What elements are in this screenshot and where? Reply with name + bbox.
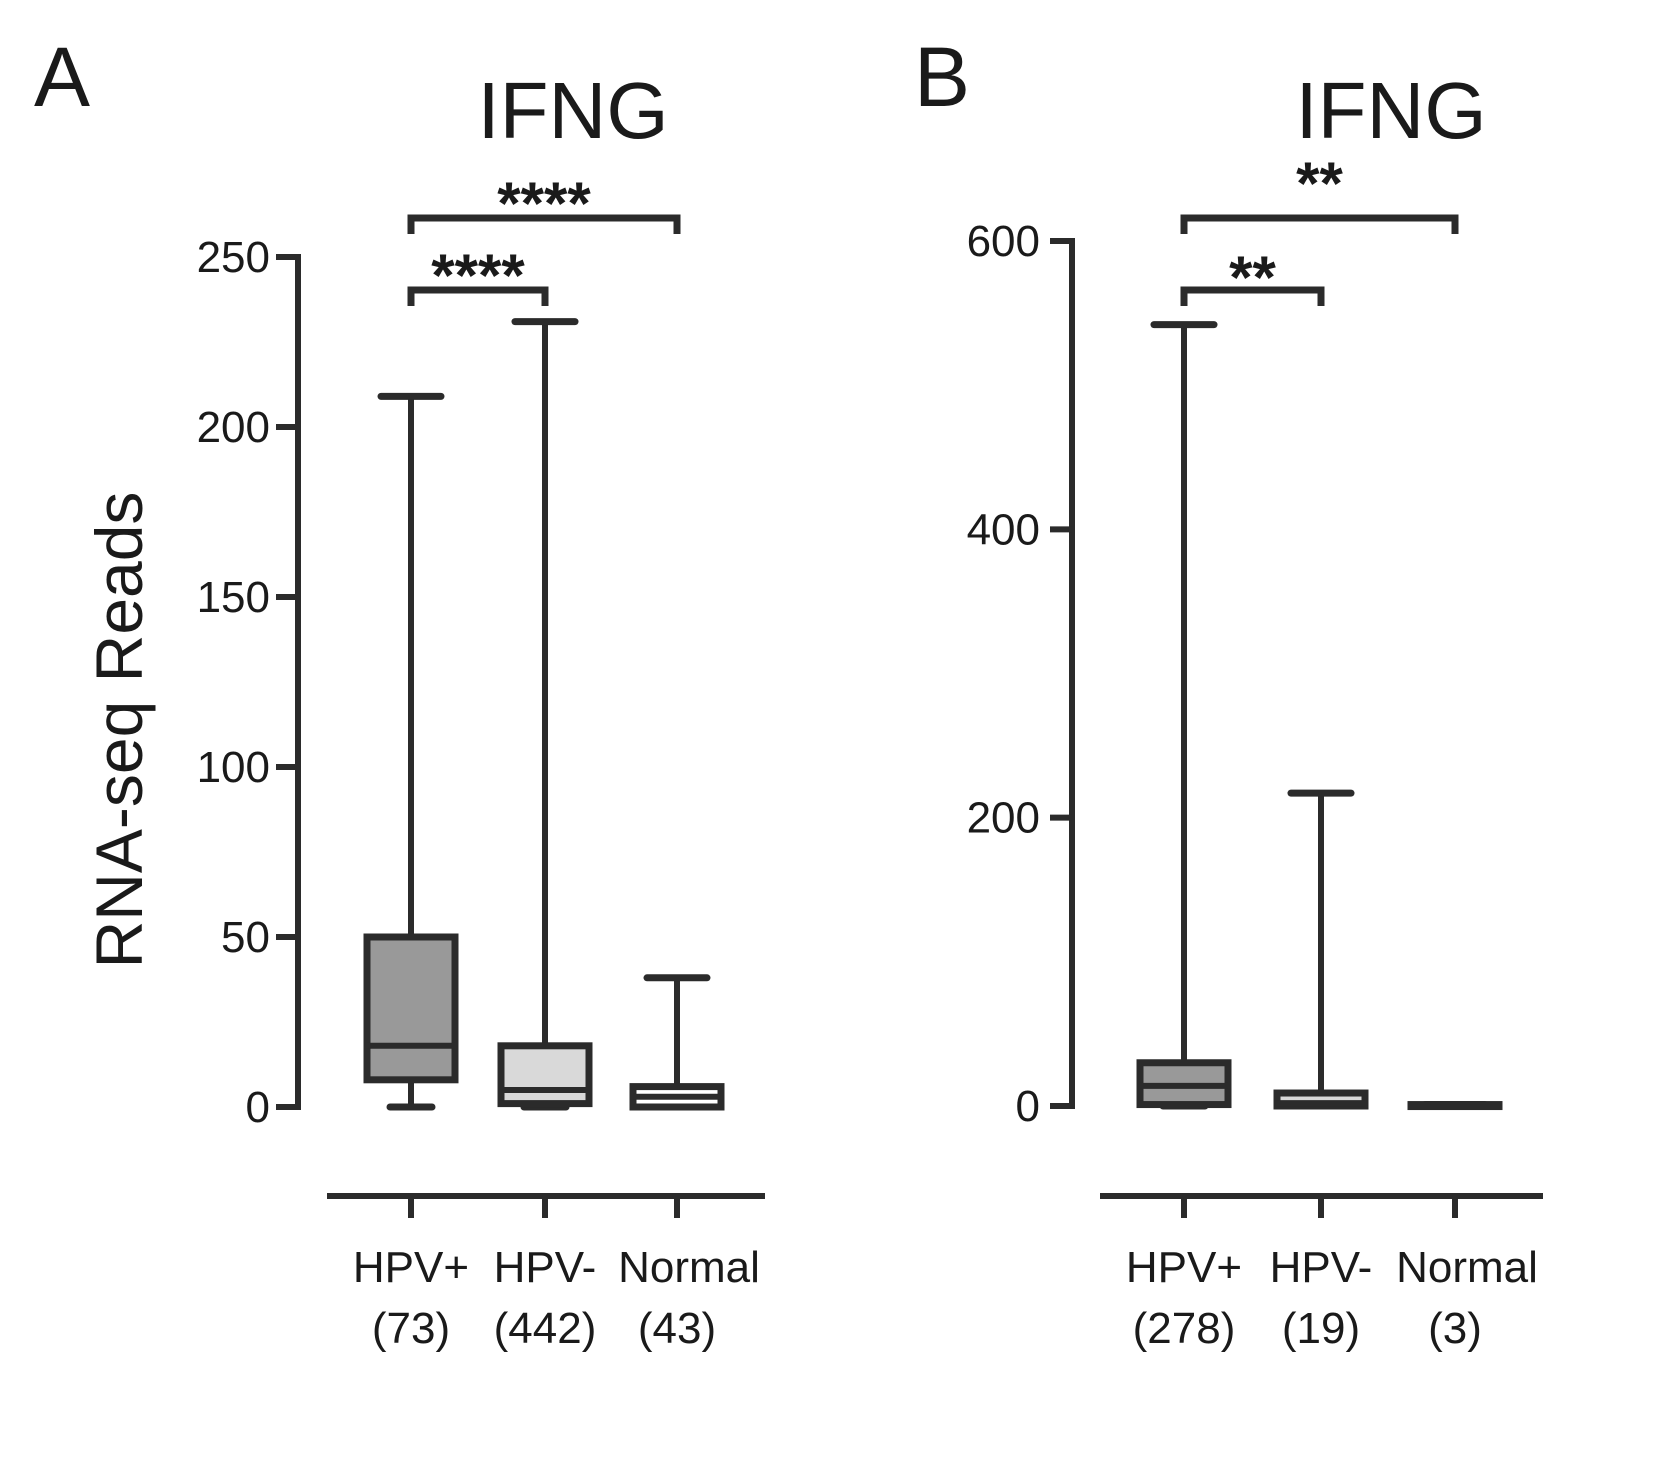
panel-a-box xyxy=(363,933,459,1084)
panel-a-box xyxy=(497,1042,593,1108)
panel-a-title: IFNG xyxy=(477,66,668,155)
panel-b-y-tick-label: 200 xyxy=(967,794,1040,843)
panel-b-category-label: Normal xyxy=(1396,1243,1538,1292)
panel-b-significance-label: ** xyxy=(1296,150,1343,217)
panel-a-y-axis-title: RNA-seq Reads xyxy=(82,492,156,969)
panel-a-significance-label: **** xyxy=(497,170,591,237)
panel-b-category-label: HPV+ xyxy=(1126,1243,1242,1292)
panel-a-significance-bracket xyxy=(407,214,681,234)
panel-a-category-n: (442) xyxy=(494,1304,597,1353)
panel-a-y-tick-label: 50 xyxy=(221,913,270,962)
panel-b-category-n: (278) xyxy=(1133,1304,1236,1353)
panel-b-category-n: (3) xyxy=(1428,1304,1482,1353)
panel-a-category-label: Normal xyxy=(618,1243,760,1292)
panel-b-significance-bracket xyxy=(1180,214,1459,234)
panel-b-category-label: HPV- xyxy=(1270,1243,1373,1292)
panel-b-y-tick-label: 400 xyxy=(967,505,1040,554)
panel-a-significance-bracket xyxy=(407,286,549,306)
panel-b-y-tick-label: 600 xyxy=(967,217,1040,266)
panel-a-category-label: HPV+ xyxy=(353,1243,469,1292)
panel-a-significance-label: **** xyxy=(431,242,525,309)
panel-b-title: IFNG xyxy=(1295,66,1486,155)
panel-a-category-n: (43) xyxy=(638,1304,716,1353)
panel-a-y-tick-label: 200 xyxy=(197,403,270,452)
panel-a: A IFNG RNA-seq Reads 0 50 100 150 200 250 HPV+… xyxy=(34,30,765,1353)
panel-a-category-n: (73) xyxy=(372,1304,450,1353)
panel-b-category-n: (19) xyxy=(1282,1304,1360,1353)
panel-b-y-tick-label: 0 xyxy=(1016,1082,1040,1131)
panel-b: B IFNG 0 200 400 600 HPV+ (278) HPV- (19) Normal… xyxy=(914,30,1543,1353)
panel-a-letter: A xyxy=(34,30,90,124)
panel-a-category-label: HPV- xyxy=(494,1243,597,1292)
panel-a-y-tick-label: 250 xyxy=(197,233,270,282)
panel-b-significance-bracket xyxy=(1180,286,1325,306)
panel-b-significance-label: ** xyxy=(1229,244,1276,311)
panel-a-plot: 0 50 100 150 200 250 HPV+ (73) HPV- (442) Normal (4… xyxy=(197,170,765,1353)
panel-a-y-tick-label: 100 xyxy=(197,743,270,792)
panel-b-plot: 0 200 400 600 HPV+ (278) HPV- (19) Normal (3) ** ** xyxy=(967,150,1543,1353)
panel-a-y-tick-label: 150 xyxy=(197,573,270,622)
panel-a-y-tick-label: 0 xyxy=(246,1083,270,1132)
panel-b-letter: B xyxy=(914,30,970,124)
